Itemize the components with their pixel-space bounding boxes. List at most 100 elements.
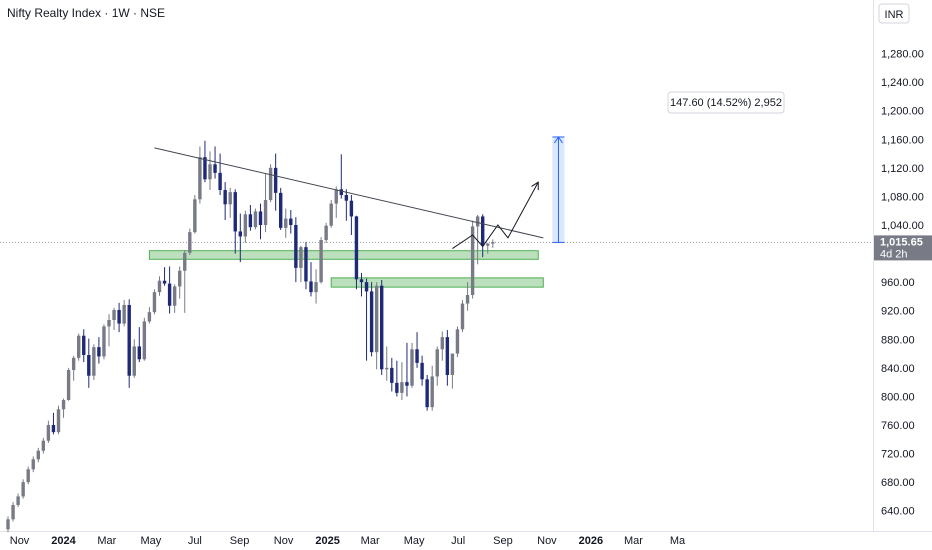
candle-body: [319, 240, 323, 283]
candle: [364, 278, 369, 361]
candle: [329, 200, 333, 228]
price-tick-label: 1,240.00: [881, 77, 924, 89]
price-tick-label: 1,160.00: [881, 134, 924, 146]
candle: [390, 357, 394, 392]
price-tick-label: 1,080.00: [881, 191, 924, 203]
support-zone[interactable]: [330, 277, 544, 288]
measure-label-text: 147.60 (14.52%) 2,952: [670, 97, 782, 109]
candle-body: [253, 211, 258, 228]
price-tick-label: 840.00: [881, 363, 915, 375]
price-range-measure[interactable]: [552, 136, 565, 243]
candle: [374, 282, 379, 370]
candle-body: [481, 216, 485, 246]
candle-body: [380, 285, 384, 370]
candle-body: [122, 305, 126, 324]
candle: [31, 456, 35, 473]
candle-body: [31, 459, 35, 470]
candle-body: [223, 190, 227, 205]
candle-body: [445, 337, 450, 375]
candle: [238, 213, 242, 263]
candle: [400, 362, 404, 400]
candle-body: [11, 505, 15, 520]
candle: [117, 302, 121, 333]
price-tick-label: 800.00: [881, 391, 915, 403]
candle-body: [309, 281, 313, 293]
candle-body: [112, 310, 116, 320]
currency-badge[interactable]: INR: [878, 3, 910, 24]
time-tick-label: May: [140, 535, 161, 547]
candle: [243, 210, 248, 243]
candle: [475, 215, 480, 265]
candles: [6, 140, 495, 533]
candle-body: [193, 199, 197, 233]
candle-body: [26, 469, 30, 483]
candle: [203, 140, 207, 183]
arrow-up-icon: [554, 136, 563, 144]
candle-body: [157, 280, 162, 293]
candle-body: [359, 279, 364, 283]
candle-body: [41, 440, 46, 451]
measure-label: 147.60 (14.52%) 2,952: [667, 91, 785, 114]
candle: [405, 342, 409, 397]
candle: [66, 367, 71, 401]
candle-body: [299, 247, 303, 268]
candle-body: [354, 216, 359, 280]
candle: [142, 317, 147, 361]
candle-body: [162, 280, 167, 284]
time-tick-label: 2026: [579, 535, 603, 547]
candle: [284, 208, 288, 238]
price-tick-label: 760.00: [881, 420, 915, 432]
countdown-timer: 4d 2h: [880, 248, 908, 260]
candle-body: [364, 282, 369, 292]
candle: [41, 437, 46, 454]
candle: [223, 182, 227, 220]
candle: [56, 405, 61, 435]
candle: [77, 333, 81, 361]
candle-body: [263, 200, 268, 225]
candle-body: [51, 425, 56, 433]
candle-body: [77, 335, 81, 358]
time-axis[interactable]: Nov 2024 Mar May Jul Sep Nov 2025 Mar May Jul Sep No…: [10, 535, 686, 547]
candle: [6, 516, 10, 533]
candle: [359, 272, 364, 297]
projection-path[interactable]: [452, 181, 539, 249]
candle-body: [142, 321, 147, 360]
candle-body: [203, 157, 207, 180]
candle-body: [268, 167, 273, 200]
candle: [319, 237, 323, 284]
candle: [152, 289, 157, 315]
candle: [87, 338, 91, 388]
candle: [314, 269, 318, 304]
candle-body: [36, 450, 40, 460]
candle: [425, 375, 429, 411]
time-tick-label: Mar: [624, 535, 643, 547]
candle-body: [304, 247, 308, 282]
price-tick-label: 920.00: [881, 306, 915, 318]
candle: [102, 324, 106, 360]
candle-body: [117, 310, 121, 324]
time-tick-label: Ma: [670, 535, 686, 547]
price-axis[interactable]: 640.00 680.00 720.00 760.00 800.00 840.00 880.…: [881, 49, 924, 518]
price-tick-label: 960.00: [881, 277, 915, 289]
price-tick-label: 680.00: [881, 477, 915, 489]
price-tick-label: 1,200.00: [881, 106, 924, 118]
candle-body: [233, 192, 237, 232]
candle-body: [344, 195, 349, 201]
descending-trendline[interactable]: [154, 147, 544, 239]
candle-body: [369, 291, 374, 353]
candle: [491, 239, 495, 248]
support-zones[interactable]: [148, 250, 544, 288]
candle-body: [46, 425, 51, 441]
candle: [82, 329, 86, 363]
candle-body: [491, 242, 495, 244]
candle-body: [6, 519, 10, 530]
time-tick-label: May: [404, 535, 425, 547]
candle-body: [198, 157, 202, 200]
candle: [157, 276, 162, 296]
support-zone[interactable]: [148, 250, 539, 260]
candle: [46, 420, 51, 443]
candle-body: [238, 231, 242, 237]
candle: [147, 307, 152, 324]
candle: [294, 217, 298, 283]
